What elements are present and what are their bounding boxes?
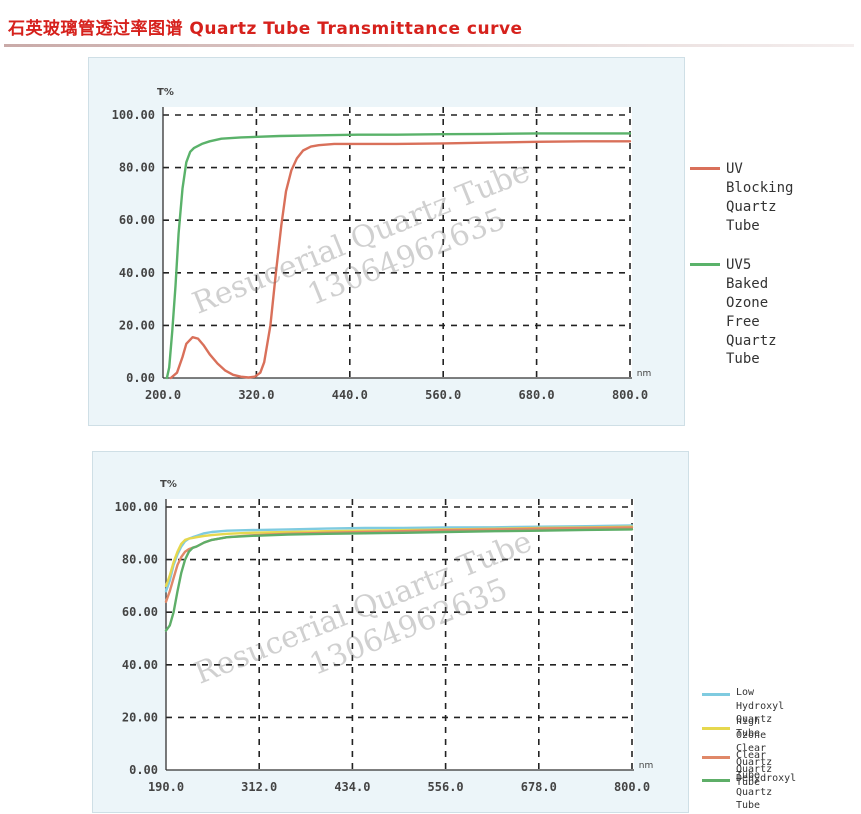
x-axis-label: nm — [639, 761, 653, 771]
legend-item-uv-blocking: UV Blocking Quartz Tube — [690, 160, 793, 236]
legend-item-uv5-baked: UV5 Baked Ozone Free Quartz Tube — [690, 256, 777, 369]
legend-swatch-high-ozone — [702, 727, 730, 730]
y-tick-label: 0.00 — [129, 763, 158, 777]
y-tick-label: 100.00 — [115, 500, 158, 514]
legend-item-high-ozone: high Ozone Clear Quartz Tube — [702, 715, 772, 783]
legend-swatch-clear-quartz — [702, 756, 730, 759]
plot-area-bottom — [166, 499, 634, 770]
legend-swatch-low-hydroxyl — [702, 693, 730, 696]
legend-item-dehydroxyl: Dehydroxyl Quartz Tube — [702, 772, 796, 813]
x-tick-label: 800.0 — [612, 388, 648, 402]
y-tick-label: 0.00 — [126, 371, 155, 385]
series-line-top-0 — [169, 140, 632, 380]
x-tick-label: 190.0 — [148, 780, 184, 794]
legend-swatch-uv5-baked — [690, 263, 720, 266]
x-tick-label: 312.0 — [241, 780, 277, 794]
x-tick-label: 678.0 — [521, 780, 557, 794]
y-tick-label: 80.00 — [119, 161, 155, 175]
legend-label-uv5-baked: UV5 Baked Ozone Free Quartz Tube — [726, 257, 777, 368]
y-axis-label: T% — [160, 479, 177, 490]
x-tick-label: 320.0 — [238, 388, 274, 402]
page-title: 石英玻璃管透过率图谱 Quartz Tube Transmittance cur… — [8, 19, 523, 39]
title-divider — [4, 44, 854, 47]
x-tick-label: 200.0 — [145, 388, 181, 402]
y-tick-label: 80.00 — [122, 553, 158, 567]
x-tick-label: 440.0 — [332, 388, 368, 402]
legend-label-clear-quartz: Clear Quartz Tube — [736, 750, 773, 788]
x-tick-label: 560.0 — [425, 388, 461, 402]
y-tick-label: 40.00 — [122, 658, 158, 672]
legend-swatch-uv-blocking — [690, 167, 720, 170]
legend-label-dehydroxyl: Dehydroxyl Quartz Tube — [736, 773, 797, 811]
y-tick-label: 100.00 — [112, 108, 155, 122]
x-tick-label: 434.0 — [334, 780, 370, 794]
legend-swatch-dehydroxyl — [702, 779, 730, 782]
x-tick-label: 556.0 — [428, 780, 464, 794]
series-line-bottom-3 — [164, 528, 634, 632]
y-tick-label: 20.00 — [122, 710, 158, 724]
plot-area-top — [163, 107, 632, 378]
legend-label-high-ozone: high Ozone Clear Quartz Tube — [736, 716, 773, 781]
legend-label-uv-blocking: UV Blocking Quartz Tube — [726, 161, 794, 234]
legend-label-low-hydroxyl: Low Hydroxyl Quartz Tube — [736, 687, 785, 739]
y-tick-label: 40.00 — [119, 266, 155, 280]
legend-item-low-hydroxyl: Low Hydroxyl Quartz Tube — [702, 686, 784, 740]
y-axis-label: T% — [157, 87, 174, 98]
x-axis-label: nm — [637, 369, 651, 379]
x-tick-label: 680.0 — [519, 388, 555, 402]
y-tick-label: 60.00 — [122, 605, 158, 619]
x-tick-label: 800.0 — [614, 780, 650, 794]
y-tick-label: 20.00 — [119, 318, 155, 332]
series-line-top-1 — [165, 132, 632, 380]
y-tick-label: 60.00 — [119, 213, 155, 227]
legend-item-clear-quartz: Clear Quartz Tube — [702, 749, 772, 790]
